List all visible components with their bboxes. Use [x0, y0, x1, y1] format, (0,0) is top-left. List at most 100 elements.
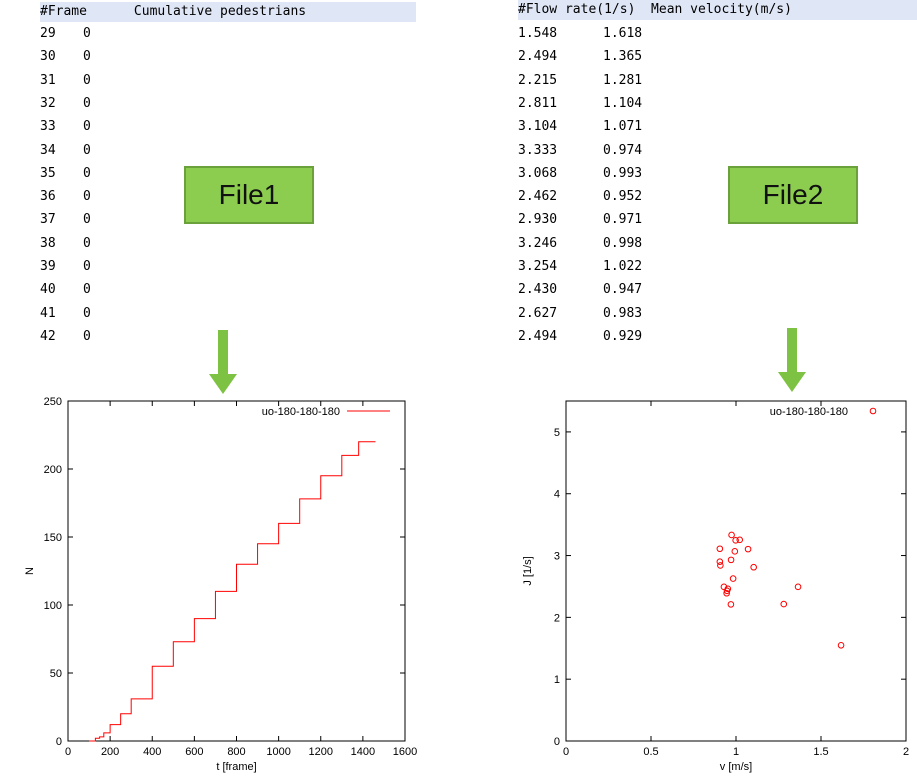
y-tick-label: 150: [44, 532, 62, 544]
y-tick-label: 100: [44, 600, 62, 612]
file1-cell: 0: [83, 305, 91, 321]
file2-cell: 0.983: [603, 305, 643, 321]
file1-row: 38 0: [40, 232, 91, 255]
file1-row: 29 0: [40, 22, 91, 45]
y-tick-label: 2: [554, 612, 560, 624]
file1-cell: 39: [40, 259, 56, 274]
file1-cell: 34: [40, 142, 56, 158]
file2-header: #Flow rate(1/s) Mean velocity(m/s): [518, 0, 917, 20]
file1-cell: 0: [83, 142, 91, 158]
file1-cell: 31: [40, 72, 56, 88]
file2-cell: 2.215: [518, 72, 558, 88]
file2-cell: 2.930: [518, 212, 558, 228]
file1-cell: 36: [40, 189, 56, 205]
file2-cell: 1.281: [603, 72, 643, 88]
x-axis-label: t [frame]: [216, 761, 256, 773]
file1-cell: 0: [83, 49, 91, 65]
file1-cell: 30: [40, 49, 56, 65]
legend-label: uo-180-180-180: [262, 406, 340, 418]
file2-cell: 3.104: [518, 119, 558, 135]
data-point: [736, 536, 744, 544]
x-tick-label: 400: [143, 746, 161, 758]
file1-cell: 33: [40, 119, 56, 135]
data-point: [720, 583, 728, 591]
file2-row: 3.333 0.974: [518, 139, 642, 162]
data-point: [744, 545, 752, 553]
file2-down-arrow: [778, 328, 806, 392]
file2-row: 2.494 0.929: [518, 325, 642, 348]
y-tick-label: 250: [44, 396, 62, 408]
data-point: [716, 545, 724, 553]
y-tick-label: 4: [554, 489, 560, 501]
file2-cell: 2.462: [518, 189, 558, 205]
x-tick-label: 2: [903, 746, 909, 758]
x-tick-label: 600: [185, 746, 203, 758]
file1-cell: 42: [40, 328, 56, 344]
data-point: [731, 548, 739, 555]
x-tick-label: 0: [563, 746, 569, 758]
file1-row: 33 0: [40, 115, 91, 138]
data-point: [837, 642, 845, 649]
data-point: [727, 556, 735, 564]
x-tick-label: 0: [65, 746, 71, 758]
file2-cell: 1.022: [603, 259, 643, 274]
data-point: [794, 583, 802, 591]
x-tick-label: 0.5: [643, 746, 658, 758]
file2-cell: 1.104: [603, 95, 643, 111]
y-axis-label: N: [24, 567, 36, 575]
file1-row: 39 0: [40, 255, 91, 278]
file2-row: 2.627 0.983: [518, 302, 642, 325]
file1-cell: 0: [83, 212, 91, 228]
file1-cell: 40: [40, 282, 56, 298]
file1-cell: 0: [83, 328, 91, 344]
file1-down-arrow: [209, 330, 237, 394]
file1-row: 30 0: [40, 45, 91, 68]
file1-cell: 37: [40, 212, 56, 228]
data-point: [717, 562, 724, 569]
file1-row: 32 0: [40, 92, 91, 115]
file2-cell: 1.618: [603, 26, 643, 41]
y-axis-label: J [1/s]: [522, 556, 534, 585]
file2-cell: 0.929: [603, 328, 643, 344]
file1-cell: 29: [40, 26, 56, 41]
file2-cell: 0.971: [603, 212, 643, 228]
x-tick-label: 1600: [393, 746, 417, 758]
series-line: [89, 441, 376, 742]
legend-label: uo-180-180-180: [770, 406, 848, 418]
x-tick-label: 1400: [351, 746, 375, 758]
file2-cell: 0.998: [603, 235, 643, 251]
data-point: [716, 558, 724, 566]
data-point: [723, 587, 731, 595]
x-tick-label: 200: [101, 746, 119, 758]
x-tick-label: 1000: [266, 746, 290, 758]
file2-cell: 1.548: [518, 26, 558, 41]
data-point: [732, 537, 739, 544]
file1-row: 34 0: [40, 139, 91, 162]
file2-row: 2.462 0.952: [518, 185, 642, 208]
x-tick-label: 1.5: [813, 746, 828, 758]
file1-row: 42 0: [40, 325, 91, 348]
data-point: [727, 601, 735, 608]
file1-row: 31 0: [40, 69, 91, 92]
file2-row: 2.811 1.104: [518, 92, 642, 115]
y-tick-label: 0: [554, 736, 560, 748]
file1-cell: 41: [40, 305, 56, 321]
y-tick-label: 3: [554, 551, 560, 563]
file1-row: 40 0: [40, 278, 91, 301]
file2-cell: 0.952: [603, 189, 643, 205]
file2-row: 2.430 0.947: [518, 278, 642, 301]
file2-row: 3.254 1.022: [518, 255, 642, 278]
file2-cell: 2.430: [518, 282, 558, 298]
file2-cell: 2.811: [518, 95, 558, 111]
file1-row: 35 0: [40, 162, 91, 185]
y-tick-label: 1: [554, 674, 560, 686]
file1-cell: 0: [83, 259, 91, 274]
file1-cell: 0: [83, 119, 91, 135]
file1-cell: 35: [40, 165, 56, 181]
x-tick-label: 800: [227, 746, 245, 758]
file2-cell: 3.254: [518, 259, 558, 274]
file1-label: File1: [184, 166, 314, 224]
file1-row: 37 0: [40, 208, 91, 231]
file2-row: 3.068 0.993: [518, 162, 642, 185]
file2-cell: 3.333: [518, 142, 558, 158]
